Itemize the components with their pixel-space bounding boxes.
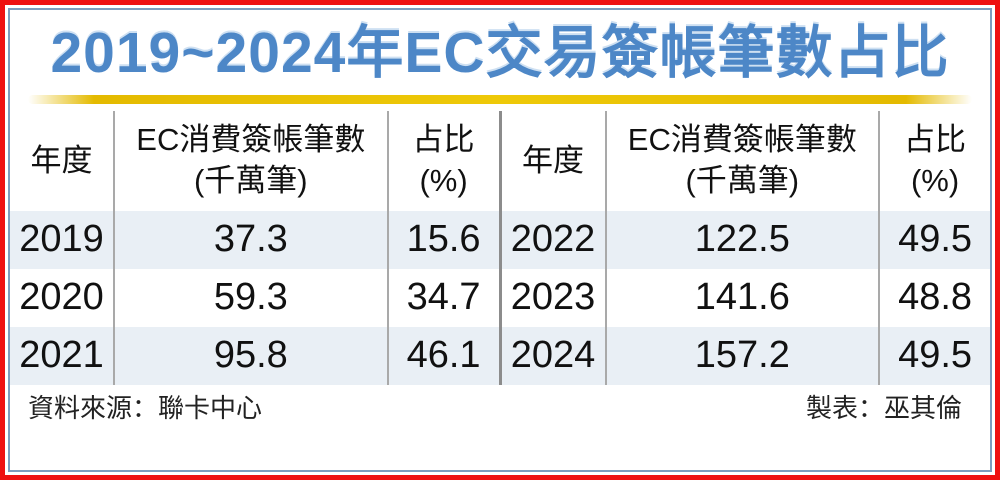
year-cell: 2021 [10, 326, 116, 385]
year-cell: 2024 [502, 326, 607, 385]
header-ratio-line1: 占比 [904, 122, 967, 158]
footer-credit: 製表：巫其倫 [805, 392, 962, 423]
ratio-cell: 15.6 [406, 218, 481, 261]
ratio-cell: 46.1 [406, 334, 481, 377]
footer: 資料來源：聯卡中心 製表：巫其倫 [10, 393, 990, 424]
year-cell: 2020 [10, 268, 116, 327]
table-row: 2019 37.3 15.6 [10, 210, 499, 269]
table-row: 2022 122.5 49.5 [501, 210, 990, 269]
header-count-cell: EC消費簽帳筆數 (千萬筆) [607, 110, 881, 211]
header-count-line1: EC消費簽帳筆數 [627, 122, 857, 158]
table-row: 2020 59.3 34.7 [10, 268, 499, 327]
ec-table-left: 年度 EC消費簽帳筆數 (千萬筆) 占比 (%) 2019 37.3 15.6 [10, 110, 499, 385]
count-cell: 122.5 [607, 210, 881, 269]
header-ratio-cell: 占比 (%) [880, 111, 990, 211]
title-underline-rule [28, 94, 972, 104]
header-ratio-line2: (%) [419, 162, 468, 198]
footer-source: 資料來源：聯卡中心 [28, 392, 263, 423]
count-cell: 37.3 [115, 210, 389, 269]
ratio-cell: 49.5 [898, 218, 973, 261]
ratio-cell: 49.5 [898, 334, 973, 377]
ec-table-right: 年度 EC消費簽帳筆數 (千萬筆) 占比 (%) 2022 122.5 49.5 [498, 110, 991, 385]
ratio-cell: 48.8 [898, 276, 973, 319]
table-row: 2021 95.8 46.1 [10, 326, 499, 385]
table-row: 2023 141.6 48.8 [502, 268, 991, 327]
data-tables: 年度 EC消費簽帳筆數 (千萬筆) 占比 (%) 2019 37.3 15.6 [10, 110, 991, 385]
header-year-cell: 年度 [502, 110, 607, 211]
page-title: 2019~2024年EC交易簽帳筆數占比 [50, 21, 950, 85]
header-ratio-line1: 占比 [412, 122, 475, 158]
header-year-cell: 年度 [10, 110, 116, 211]
year-cell: 2019 [10, 210, 116, 269]
ratio-cell: 34.7 [406, 276, 481, 319]
header-ratio-line2: (%) [910, 162, 960, 198]
header-ratio-cell: 占比 (%) [389, 111, 499, 211]
table-row: 2024 157.2 49.5 [501, 326, 990, 385]
count-cell: 157.2 [607, 326, 881, 385]
year-cell: 2022 [502, 210, 607, 269]
count-cell: 95.8 [115, 326, 389, 385]
header-count-cell: EC消費簽帳筆數 (千萬筆) [115, 110, 389, 211]
content-area: 2019~2024年EC交易簽帳筆數占比 年度 EC消費簽帳筆數 (千萬筆) 占… [8, 8, 992, 472]
header-count-line1: EC消費簽帳筆數 [136, 122, 366, 158]
table-header-row: 年度 EC消費簽帳筆數 (千萬筆) 占比 (%) [10, 110, 499, 211]
year-cell: 2023 [502, 268, 607, 327]
count-cell: 59.3 [115, 268, 389, 327]
header-count-line2: (千萬筆) [193, 162, 308, 198]
table-header-row: 年度 EC消費簽帳筆數 (千萬筆) 占比 (%) [502, 110, 991, 211]
header-count-line2: (千萬筆) [685, 162, 800, 198]
count-cell: 141.6 [607, 268, 881, 327]
